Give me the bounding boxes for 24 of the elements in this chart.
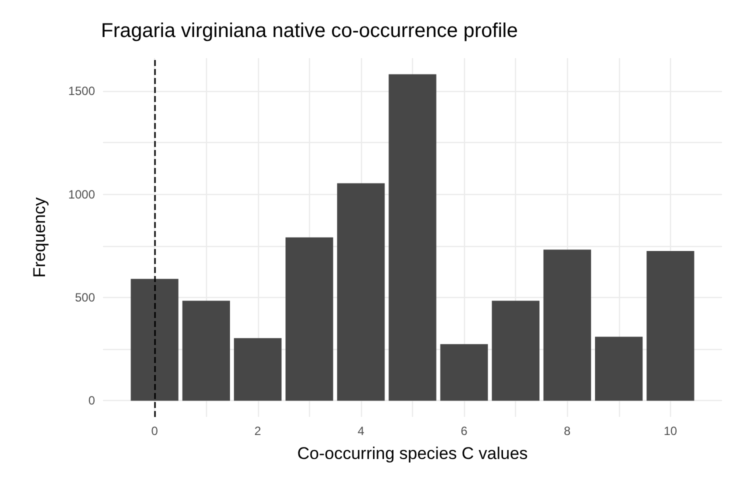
y-tick-label: 1000: [68, 187, 96, 202]
bar: [182, 300, 230, 401]
x-tick-label: 4: [358, 424, 365, 438]
y-axis-title: Frequency: [30, 196, 49, 278]
y-tick-label: 1500: [68, 84, 96, 98]
bar: [492, 300, 540, 401]
x-tick-label: 0: [151, 424, 158, 438]
x-tick-label: 6: [460, 424, 468, 438]
y-tick-label: 0: [88, 394, 96, 408]
bar: [388, 74, 436, 401]
x-tick-label: 8: [564, 424, 571, 438]
bar: [595, 336, 643, 401]
bar: [337, 183, 385, 401]
chart-title: Fragaria virginiana native co-occurrence profile: [101, 20, 518, 42]
bar: [286, 237, 334, 401]
bar: [130, 278, 178, 401]
x-tick-label: 2: [254, 424, 262, 438]
bar: [440, 344, 488, 401]
y-tick-label: 500: [74, 290, 96, 304]
x-tick-label: 10: [664, 424, 678, 438]
bar: [646, 251, 694, 401]
bar: [234, 338, 282, 401]
x-axis-title: Co-occurring species C values: [297, 444, 528, 463]
bar: [543, 250, 592, 401]
